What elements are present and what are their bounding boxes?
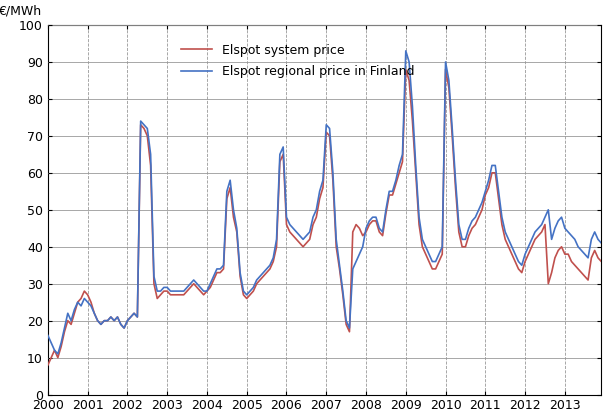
Elspot system price (402, 67, 410, 72)
Elspot system price (203, 288, 211, 293)
Elspot regional price in Finland (237, 270, 244, 275)
Elspot system price (144, 133, 151, 138)
Elspot regional price in Finland (492, 163, 499, 168)
Elspot regional price in Finland (44, 333, 52, 338)
Elspot regional price in Finland (372, 215, 379, 220)
Elspot regional price in Finland (598, 240, 605, 245)
Elspot regional price in Finland (206, 281, 214, 286)
Elspot system price (359, 233, 367, 238)
Text: €/MWh: €/MWh (0, 5, 41, 18)
Elspot regional price in Finland (54, 352, 61, 357)
Legend: Elspot system price, Elspot regional price in Finland: Elspot system price, Elspot regional pri… (176, 38, 419, 83)
Line: Elspot regional price in Finland: Elspot regional price in Finland (48, 51, 602, 354)
Elspot regional price in Finland (362, 226, 370, 231)
Line: Elspot system price: Elspot system price (48, 69, 602, 365)
Elspot system price (44, 362, 52, 367)
Elspot system price (369, 218, 376, 223)
Elspot regional price in Finland (147, 152, 154, 157)
Elspot system price (233, 229, 240, 234)
Elspot regional price in Finland (402, 48, 410, 54)
Elspot system price (598, 259, 605, 264)
Elspot system price (488, 170, 495, 175)
